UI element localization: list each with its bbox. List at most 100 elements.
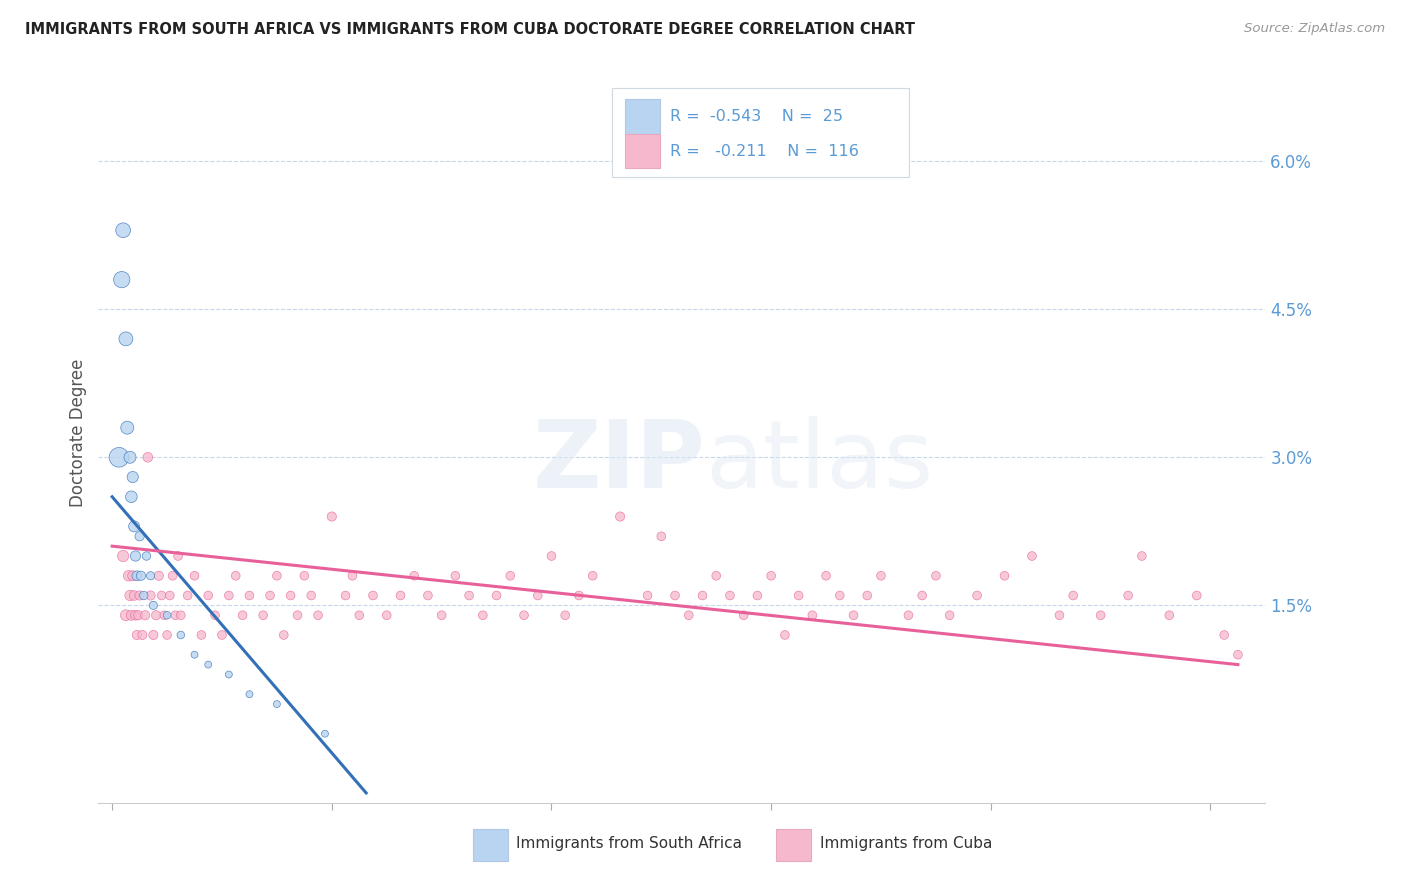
FancyBboxPatch shape xyxy=(776,830,811,861)
Point xyxy=(678,608,700,623)
Point xyxy=(121,470,143,484)
Point xyxy=(111,272,134,286)
Point xyxy=(856,589,879,603)
Point xyxy=(266,697,288,711)
Point xyxy=(142,599,165,613)
Point xyxy=(117,420,139,434)
Point xyxy=(238,589,260,603)
Point xyxy=(416,589,439,603)
Point xyxy=(159,589,181,603)
Point xyxy=(321,509,343,524)
Text: Source: ZipAtlas.com: Source: ZipAtlas.com xyxy=(1244,22,1385,36)
Point xyxy=(1049,608,1071,623)
Point xyxy=(125,568,148,582)
Point xyxy=(292,568,315,582)
Point xyxy=(125,628,148,642)
Point xyxy=(966,589,988,603)
Text: R =   -0.211    N =  116: R = -0.211 N = 116 xyxy=(671,144,859,159)
Point xyxy=(485,589,508,603)
Text: Immigrants from South Africa: Immigrants from South Africa xyxy=(516,836,742,851)
Point xyxy=(911,589,934,603)
Point xyxy=(142,628,165,642)
Point xyxy=(692,589,714,603)
Point xyxy=(404,568,426,582)
Point xyxy=(136,450,159,465)
Point xyxy=(430,608,453,623)
Text: Immigrants from Cuba: Immigrants from Cuba xyxy=(820,836,993,851)
Point xyxy=(117,568,139,582)
Point xyxy=(127,608,149,623)
Point xyxy=(650,529,672,543)
Point xyxy=(197,657,219,672)
Point xyxy=(349,608,371,623)
Point xyxy=(266,568,288,582)
Point xyxy=(108,450,131,465)
Point xyxy=(842,608,865,623)
Point xyxy=(1062,589,1084,603)
Point xyxy=(112,223,135,237)
Point xyxy=(280,589,302,603)
Point xyxy=(139,568,162,582)
Point xyxy=(1159,608,1181,623)
Point xyxy=(120,608,142,623)
Point xyxy=(132,589,155,603)
Point xyxy=(540,549,562,563)
Text: IMMIGRANTS FROM SOUTH AFRICA VS IMMIGRANTS FROM CUBA DOCTORATE DEGREE CORRELATIO: IMMIGRANTS FROM SOUTH AFRICA VS IMMIGRAN… xyxy=(25,22,915,37)
Point xyxy=(526,589,548,603)
Point xyxy=(211,628,233,642)
Point xyxy=(183,648,205,662)
Point xyxy=(176,589,198,603)
Point xyxy=(342,568,364,582)
Point xyxy=(1213,628,1236,642)
Point xyxy=(1021,549,1043,563)
Point xyxy=(135,549,157,563)
Point xyxy=(124,549,146,563)
Point xyxy=(190,628,212,642)
Point xyxy=(139,589,162,603)
Point xyxy=(925,568,948,582)
Point xyxy=(299,589,322,603)
Point xyxy=(513,608,536,623)
Point xyxy=(718,589,741,603)
Point xyxy=(444,568,467,582)
Text: ZIP: ZIP xyxy=(533,417,706,508)
Point xyxy=(115,608,138,623)
Point xyxy=(131,628,153,642)
Point xyxy=(314,727,336,741)
Point xyxy=(156,608,179,623)
Point xyxy=(165,608,187,623)
Text: atlas: atlas xyxy=(706,417,934,508)
Point xyxy=(1116,589,1139,603)
Point xyxy=(124,608,146,623)
Point xyxy=(938,608,960,623)
FancyBboxPatch shape xyxy=(624,99,659,134)
Point xyxy=(218,589,240,603)
Point xyxy=(499,568,522,582)
Point xyxy=(458,589,481,603)
Point xyxy=(259,589,281,603)
Point xyxy=(204,608,226,623)
Point xyxy=(112,549,135,563)
Point xyxy=(122,519,145,533)
Point xyxy=(225,568,247,582)
Point xyxy=(759,568,782,582)
Point xyxy=(167,549,190,563)
Point xyxy=(232,608,254,623)
Point xyxy=(582,568,605,582)
Point xyxy=(238,687,260,701)
Point xyxy=(704,568,727,582)
Point xyxy=(183,568,205,582)
Point xyxy=(375,608,398,623)
Point xyxy=(150,589,173,603)
Point xyxy=(361,589,384,603)
Point xyxy=(307,608,329,623)
Point xyxy=(156,628,179,642)
Point xyxy=(118,450,141,465)
Point xyxy=(773,628,796,642)
Point xyxy=(197,589,219,603)
FancyBboxPatch shape xyxy=(624,135,659,169)
Point xyxy=(148,568,170,582)
Point xyxy=(134,608,156,623)
Point xyxy=(129,568,152,582)
Point xyxy=(153,608,176,623)
